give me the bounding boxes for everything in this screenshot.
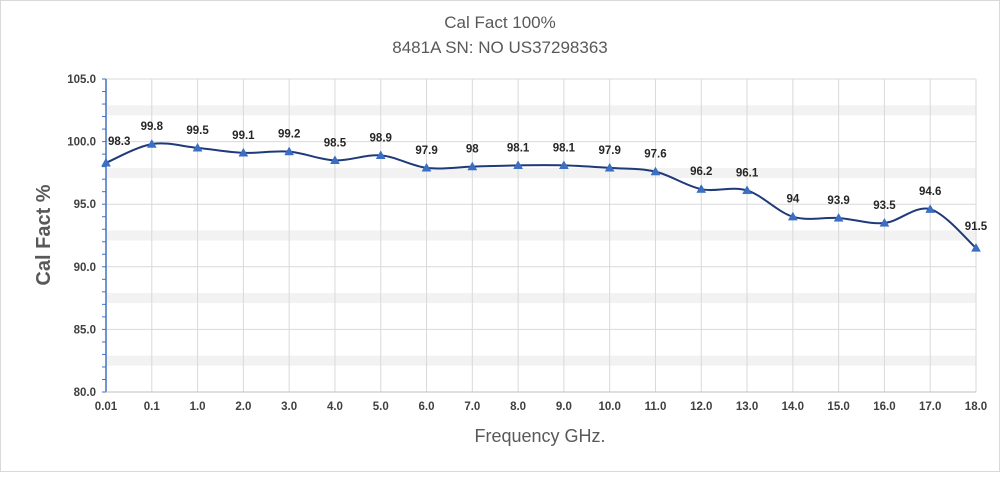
data-point-marker — [971, 243, 981, 252]
x-tick-label: 9.0 — [556, 401, 572, 413]
data-point-marker — [513, 160, 524, 170]
data-label: 91.5 — [965, 221, 988, 233]
data-point-marker — [879, 217, 890, 227]
x-tick-labels: 0.01 0.1 1.0 2.0 3.0 4.0 5.0 6.0 7.0 8.0 9.0 10.0 11… — [95, 401, 987, 413]
x-tick-label: 6.0 — [419, 401, 435, 413]
data-label: 96.1 — [736, 167, 759, 179]
x-tick-label: 10.0 — [598, 401, 620, 413]
data-label: 93.5 — [873, 200, 896, 212]
y-tick-label: 105.0 — [67, 74, 96, 86]
x-tick-label: 8.0 — [510, 401, 526, 413]
data-label: 97.9 — [598, 145, 620, 157]
x-tick-label: 0.01 — [95, 401, 118, 413]
y-axis-label: Cal Fact % — [33, 184, 55, 285]
grid-band — [106, 230, 976, 241]
data-point-marker — [192, 142, 203, 152]
series-line-path — [105, 142, 977, 249]
x-tick-label: 14.0 — [782, 401, 804, 413]
data-label: 98.1 — [507, 142, 530, 154]
data-label: 99.8 — [141, 121, 164, 133]
y-tick-label: 100.0 — [67, 137, 96, 149]
data-label: 99.2 — [278, 129, 300, 141]
x-tick-label: 12.0 — [690, 401, 712, 413]
y-tick-labels: 80.0 85.0 90.0 95.0 100.0 105.0 — [67, 74, 96, 399]
data-point-marker — [375, 150, 386, 159]
data-label: 94 — [786, 194, 799, 206]
data-point-marker — [696, 184, 707, 193]
data-label: 96.2 — [690, 166, 712, 178]
data-point-marker — [238, 147, 249, 157]
data-label: 93.9 — [827, 195, 849, 207]
data-point-marker — [467, 161, 478, 171]
data-label: 94.6 — [919, 186, 941, 198]
x-axis-label: Frequency GHz. — [474, 426, 605, 446]
x-tick-label: 3.0 — [281, 401, 297, 413]
x-tick-label: 5.0 — [373, 401, 389, 413]
data-point-marker — [925, 204, 936, 213]
data-point-marker — [284, 146, 295, 156]
series-markers — [101, 139, 981, 252]
data-label: 98.3 — [108, 136, 130, 148]
x-tick-label: 0.1 — [144, 401, 161, 413]
data-labels: 98.3 99.8 99.5 99.1 99.2 98.5 98.9 97.9 98 98.1 98… — [108, 121, 988, 233]
grid-band — [106, 105, 976, 116]
series-line — [105, 142, 977, 249]
y-tick-label: 95.0 — [74, 199, 96, 211]
chart-title: Cal Fact 100% — [444, 13, 556, 32]
y-tick-label: 85.0 — [74, 324, 96, 336]
y-tick-label: 80.0 — [74, 387, 96, 399]
data-label: 97.9 — [415, 145, 437, 157]
data-label: 98.9 — [370, 132, 392, 144]
grid-band — [106, 167, 976, 178]
data-point-marker — [742, 185, 752, 195]
data-point-marker — [787, 211, 798, 221]
x-tick-label: 17.0 — [919, 401, 941, 413]
grid-bands — [106, 105, 976, 366]
x-tick-label: 2.0 — [235, 401, 251, 413]
x-tick-label: 13.0 — [736, 401, 758, 413]
chart-subtitle: 8481A SN: NO US37298363 — [392, 38, 608, 57]
x-tick-label: 7.0 — [464, 401, 480, 413]
data-label: 98.1 — [553, 142, 576, 154]
axes — [102, 78, 976, 393]
x-tick-label: 15.0 — [827, 401, 849, 413]
data-point-marker — [833, 212, 844, 222]
data-label: 97.6 — [644, 149, 666, 161]
x-tick-label: 16.0 — [873, 401, 895, 413]
x-tick-label: 4.0 — [327, 401, 343, 413]
data-point-marker — [604, 162, 615, 172]
data-point-marker — [146, 139, 157, 148]
data-label: 98.5 — [324, 137, 347, 149]
data-point-marker — [101, 157, 111, 167]
x-tick-label: 1.0 — [190, 401, 206, 413]
data-label: 99.5 — [186, 125, 209, 137]
grid-band — [106, 293, 976, 304]
data-label: 98 — [466, 144, 479, 156]
y-tick-label: 90.0 — [74, 262, 96, 274]
data-point-marker — [330, 155, 340, 165]
data-point-marker — [558, 160, 569, 170]
data-label: 99.1 — [232, 130, 255, 142]
data-point-marker — [650, 166, 661, 176]
grid-band — [106, 355, 976, 366]
data-point-marker — [421, 162, 432, 172]
x-tick-label: 18.0 — [965, 401, 987, 413]
x-tick-label: 11.0 — [645, 401, 667, 413]
